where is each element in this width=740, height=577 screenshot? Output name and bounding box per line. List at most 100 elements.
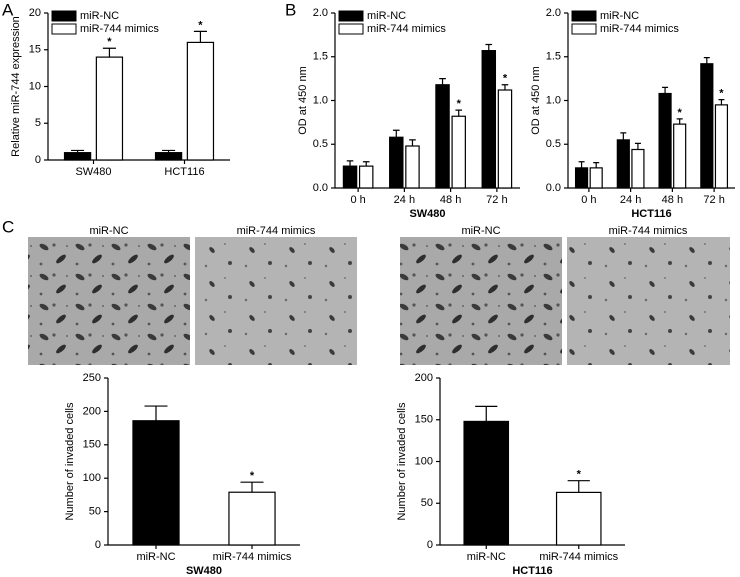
- y-tick-label: 0.5: [546, 138, 561, 150]
- y-tick-label: 10: [29, 80, 41, 92]
- y-tick-label: 50: [89, 506, 101, 518]
- legend-swatch: [51, 10, 77, 22]
- legend-swatch: [571, 10, 597, 22]
- bar: [631, 148, 645, 189]
- bar: [555, 491, 602, 546]
- x-axis-label: HCT116: [512, 565, 552, 577]
- x-tick-label: 72 h: [486, 194, 507, 206]
- y-tick-label: 100: [83, 472, 101, 484]
- micrograph: [567, 237, 730, 365]
- significance-mark: *: [457, 98, 462, 110]
- bar: [435, 84, 450, 189]
- legend-label: miR-NC: [600, 10, 639, 22]
- error-bar: [193, 30, 207, 43]
- bar: [463, 420, 510, 546]
- bar: [405, 145, 420, 189]
- y-axis-label: Relative miR-744 expression: [10, 16, 22, 157]
- x-tick-label: 24 h: [394, 194, 415, 206]
- y-tick-label: 2.0: [313, 7, 328, 19]
- x-axis-label: SW480: [409, 208, 445, 220]
- significance-mark: *: [503, 73, 508, 85]
- x-tick-label: miR-744 mimics: [539, 551, 618, 563]
- significance-mark: *: [250, 470, 255, 482]
- micrograph: [195, 237, 357, 365]
- error-bar: [162, 149, 176, 153]
- legend-swatch: [51, 23, 77, 35]
- error-bar: [455, 109, 463, 117]
- y-tick-label: 20: [29, 7, 41, 19]
- error-bar: [362, 161, 370, 167]
- legend-label: miR-744 mimics: [600, 23, 679, 35]
- legend-swatch: [571, 23, 597, 35]
- x-axis-label: SW480: [186, 565, 222, 577]
- y-tick-label: 0.0: [546, 182, 561, 194]
- bar: [481, 50, 497, 189]
- y-tick-label: 0.0: [313, 182, 328, 194]
- x-tick-label: 48 h: [662, 194, 683, 206]
- x-tick-label: 0 h: [581, 194, 596, 206]
- error-bar: [240, 481, 264, 493]
- x-tick-label: miR-NC: [467, 551, 506, 563]
- image-label: miR-NC: [89, 225, 128, 237]
- error-bar: [485, 43, 493, 51]
- y-tick-label: 1.0: [546, 94, 561, 106]
- error-bar: [718, 99, 725, 105]
- error-bar: [475, 405, 498, 422]
- bar: [574, 167, 589, 189]
- error-bar: [346, 160, 354, 167]
- x-axis-label: HCT116: [631, 208, 671, 220]
- y-tick-label: 1.0: [313, 94, 328, 106]
- y-tick-label: 5: [35, 117, 41, 129]
- bar: [673, 123, 687, 189]
- error-bar: [620, 132, 627, 140]
- error-bar: [662, 86, 669, 94]
- legend-label: miR-744 mimics: [80, 23, 159, 35]
- y-tick-label: 250: [83, 372, 101, 384]
- significance-mark: *: [719, 88, 724, 100]
- y-tick-label: 1.5: [313, 51, 328, 63]
- y-axis-label: Number of invaded cells: [64, 402, 76, 521]
- error-bar: [144, 405, 168, 421]
- x-tick-label: miR-NC: [136, 551, 175, 563]
- significance-mark: *: [577, 469, 582, 481]
- error-bar: [501, 84, 509, 90]
- bar: [589, 167, 603, 189]
- y-tick-label: 0: [35, 154, 41, 166]
- bar: [154, 152, 183, 161]
- bar: [497, 89, 513, 189]
- y-tick-label: 0: [427, 539, 433, 551]
- error-bar: [71, 149, 85, 153]
- y-tick-label: 200: [83, 405, 101, 417]
- y-tick-label: 200: [415, 372, 433, 384]
- panel-label: C: [2, 217, 14, 236]
- bar: [700, 63, 714, 189]
- legend-label: miR-NC: [367, 10, 406, 22]
- y-tick-label: 50: [421, 497, 433, 509]
- bar: [95, 56, 124, 161]
- x-tick-label: 72 h: [703, 194, 724, 206]
- y-tick-label: 150: [415, 414, 433, 426]
- error-bar: [102, 47, 116, 58]
- error-bar: [593, 162, 600, 168]
- error-bar: [439, 78, 446, 85]
- bar: [616, 139, 630, 189]
- bar: [714, 104, 729, 189]
- significance-mark: *: [107, 36, 112, 48]
- micrograph: [28, 237, 190, 365]
- error-bar: [703, 57, 710, 64]
- bar: [132, 420, 180, 546]
- bar: [228, 491, 276, 546]
- panel-label: B: [285, 0, 296, 19]
- x-tick-label: 48 h: [440, 194, 461, 206]
- significance-mark: *: [198, 19, 203, 31]
- error-bar: [409, 139, 416, 146]
- y-tick-label: 0: [95, 539, 101, 551]
- bar: [658, 92, 672, 189]
- legend-swatch: [338, 10, 364, 22]
- error-bar: [567, 480, 590, 493]
- x-tick-label: HCT116: [164, 166, 204, 178]
- image-label: miR-744 mimics: [237, 225, 316, 237]
- bar: [451, 115, 466, 189]
- error-bar: [634, 142, 641, 150]
